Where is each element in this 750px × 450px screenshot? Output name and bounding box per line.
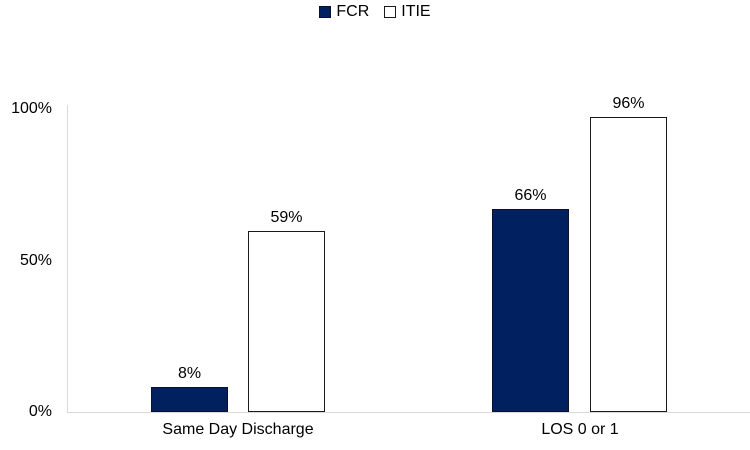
x-axis-line	[67, 412, 750, 413]
legend-item-itie: ITIE	[384, 3, 431, 21]
bar-value-label: 59%	[270, 208, 303, 226]
category-label-same-day-discharge: Same Day Discharge	[162, 421, 314, 438]
bar-fcr-same-day-discharge	[151, 387, 228, 412]
bar-group-same-day-discharge-itie: 59%	[248, 208, 325, 412]
legend-label-fcr: FCR	[336, 3, 370, 20]
bar-value-label: 96%	[612, 95, 645, 113]
legend-item-fcr: FCR	[319, 3, 369, 21]
bar-fcr-los-0-or-1	[492, 209, 569, 412]
bar-itie-los-0-or-1	[590, 117, 667, 412]
bar-group-los-0-or-1-itie: 96%	[590, 94, 667, 412]
category-label-los-0-or-1: LOS 0 or 1	[541, 421, 619, 438]
itie-legend-swatch-icon	[384, 6, 397, 18]
bar-group-los-0-or-1-fcr: 66%	[492, 186, 569, 412]
y-tick-0: 0%	[28, 403, 52, 420]
y-tick-100: 100%	[11, 100, 52, 117]
chart-legend: FCR ITIE	[0, 3, 750, 21]
y-tick-50: 50%	[19, 252, 52, 269]
bar-group-same-day-discharge-fcr: 8%	[151, 364, 228, 412]
bar-value-label: 66%	[514, 187, 547, 205]
legend-label-itie: ITIE	[401, 3, 431, 20]
bar-value-label: 8%	[177, 365, 202, 383]
fcr-legend-swatch-icon	[319, 6, 332, 18]
y-axis-line	[67, 105, 68, 412]
bar-itie-same-day-discharge	[248, 230, 325, 412]
